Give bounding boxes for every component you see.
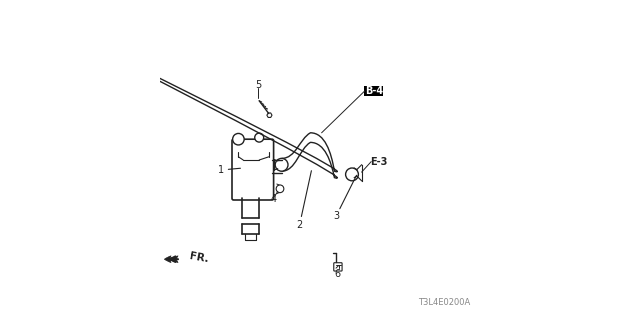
Text: 3: 3 <box>333 211 340 221</box>
Text: 6: 6 <box>335 269 341 279</box>
FancyBboxPatch shape <box>232 139 274 200</box>
Text: B-4: B-4 <box>365 86 383 96</box>
Circle shape <box>276 185 284 193</box>
Text: FR.: FR. <box>189 251 210 264</box>
Text: 4: 4 <box>271 194 276 204</box>
Text: 2: 2 <box>296 220 302 230</box>
Circle shape <box>255 133 264 142</box>
Circle shape <box>346 168 358 181</box>
Text: 1: 1 <box>218 165 224 175</box>
Polygon shape <box>267 113 272 117</box>
Text: E-3: E-3 <box>371 156 388 167</box>
Text: 5: 5 <box>255 80 261 90</box>
FancyBboxPatch shape <box>365 86 383 96</box>
Circle shape <box>233 133 244 145</box>
FancyBboxPatch shape <box>334 263 342 271</box>
Circle shape <box>275 158 288 171</box>
Text: T3L4E0200A: T3L4E0200A <box>418 298 470 307</box>
